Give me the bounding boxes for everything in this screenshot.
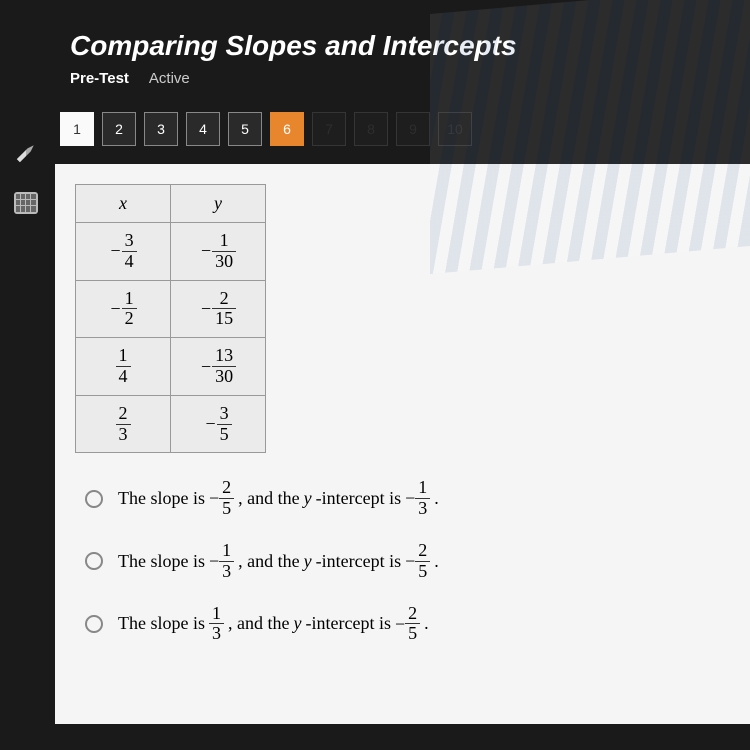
sidebar-tools (8, 135, 43, 220)
question-btn-3[interactable]: 3 (144, 112, 178, 146)
tabs: Pre-Test Active (70, 70, 730, 87)
question-content: x y −34−130−12−21514−133023−35 The slope… (55, 164, 750, 724)
xy-table: x y −34−130−12−21514−133023−35 (75, 184, 266, 453)
question-btn-7[interactable]: 7 (312, 112, 346, 146)
cell-x: −34 (76, 223, 171, 281)
option-b-text: The slope is −13, and the y-intercept is… (118, 541, 439, 582)
pencil-icon[interactable] (8, 135, 43, 170)
question-nav: 12345678910 (0, 112, 750, 156)
col-header-x: x (76, 185, 171, 223)
page-title: Comparing Slopes and Intercepts (70, 30, 730, 62)
option-a[interactable]: The slope is −25, and the y-intercept is… (85, 478, 730, 519)
cell-y: −130 (171, 223, 266, 281)
radio-icon[interactable] (85, 552, 103, 570)
question-btn-5[interactable]: 5 (228, 112, 262, 146)
tab-pretest[interactable]: Pre-Test (70, 70, 129, 87)
question-btn-4[interactable]: 4 (186, 112, 220, 146)
question-btn-8[interactable]: 8 (354, 112, 388, 146)
header: Comparing Slopes and Intercepts Pre-Test… (0, 0, 750, 112)
option-a-text: The slope is −25, and the y-intercept is… (118, 478, 439, 519)
question-btn-9[interactable]: 9 (396, 112, 430, 146)
option-b[interactable]: The slope is −13, and the y-intercept is… (85, 541, 730, 582)
option-c[interactable]: The slope is 13, and the y-intercept is … (85, 604, 730, 645)
question-btn-1[interactable]: 1 (60, 112, 94, 146)
tab-active[interactable]: Active (149, 70, 190, 87)
table-row: −34−130 (76, 223, 266, 281)
table-row: 14−1330 (76, 338, 266, 396)
cell-x: 23 (76, 395, 171, 453)
calculator-icon[interactable] (8, 185, 43, 220)
option-c-text: The slope is 13, and the y-intercept is … (118, 604, 429, 645)
table-row: −12−215 (76, 280, 266, 338)
question-btn-2[interactable]: 2 (102, 112, 136, 146)
cell-y: −35 (171, 395, 266, 453)
col-header-y: y (171, 185, 266, 223)
question-btn-6[interactable]: 6 (270, 112, 304, 146)
answer-options: The slope is −25, and the y-intercept is… (85, 478, 730, 644)
radio-icon[interactable] (85, 615, 103, 633)
cell-y: −215 (171, 280, 266, 338)
cell-x: 14 (76, 338, 171, 396)
cell-y: −1330 (171, 338, 266, 396)
radio-icon[interactable] (85, 490, 103, 508)
cell-x: −12 (76, 280, 171, 338)
question-btn-10[interactable]: 10 (438, 112, 472, 146)
table-row: 23−35 (76, 395, 266, 453)
